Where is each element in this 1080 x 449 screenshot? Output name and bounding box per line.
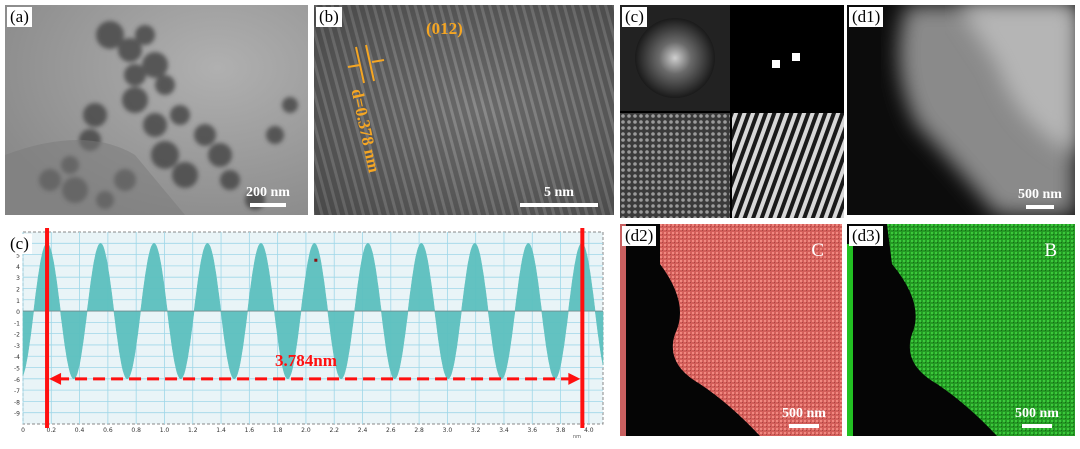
y-tick-label: -5 — [14, 366, 20, 373]
tem-particles-image — [5, 5, 308, 215]
scale-bar: 500 nm — [774, 406, 834, 428]
element-label-b: B — [1044, 240, 1057, 261]
scale-bar: 500 nm — [1010, 187, 1070, 209]
y-tick-label: -8 — [14, 399, 20, 406]
y-tick-label: -9 — [14, 411, 20, 418]
y-tick-label: 0 — [16, 309, 20, 316]
scale-bar: 200 nm — [238, 185, 298, 207]
y-tick-label: 4 — [16, 264, 20, 271]
fft-quadrants — [620, 5, 844, 218]
mask-spot — [772, 60, 780, 68]
y-tick-label: -3 — [14, 343, 20, 350]
x-tick-label: 0.4 — [75, 427, 85, 434]
x-tick-label: 3.0 — [443, 427, 453, 434]
x-tick-label: 0.6 — [103, 427, 113, 434]
x-tick-label: 2.4 — [358, 427, 368, 434]
x-tick-label: 1.2 — [188, 427, 198, 434]
x-tick-label: 1.8 — [273, 427, 283, 434]
x-tick-label: 0.2 — [47, 427, 57, 434]
panel-d3-boron-map: (d3) B 500 nm — [847, 224, 1075, 436]
line-profile-plot: 6543210-1-2-3-4-5-6-7-8-900.20.40.60.81.… — [14, 228, 604, 440]
haadf-image — [847, 5, 1075, 215]
y-tick-label: 1 — [16, 298, 20, 305]
lattice-plane-label: (012) — [426, 19, 463, 38]
x-axis-unit: nm — [573, 434, 581, 440]
x-tick-label: 3.2 — [471, 427, 481, 434]
scale-text: 200 nm — [246, 185, 290, 200]
arrow-head-right — [568, 372, 581, 385]
x-tick-label: 0 — [21, 427, 25, 434]
y-tick-label: -4 — [14, 354, 20, 361]
fft-pattern — [635, 18, 715, 98]
boron-element-map — [847, 224, 1075, 436]
x-tick-label: 2.8 — [414, 427, 424, 434]
y-tick-label: -2 — [14, 332, 20, 339]
y-tick-label: -7 — [14, 388, 20, 395]
panel-label: (d1) — [849, 7, 884, 27]
x-tick-label: 1.4 — [216, 427, 226, 434]
panel-label: (d2) — [622, 226, 657, 246]
panel-label: (d3) — [849, 226, 884, 246]
panel-label: (c) — [622, 7, 647, 27]
panel-label: (b) — [316, 7, 342, 27]
x-tick-label: 2.0 — [301, 427, 311, 434]
x-tick-label: 2.2 — [329, 427, 339, 434]
panel-c-fft-composite: (c) — [620, 5, 844, 218]
y-tick-label: -1 — [14, 320, 20, 327]
panel-label: (a) — [7, 7, 32, 27]
carbon-element-map — [620, 224, 842, 436]
y-tick-label: 5 — [16, 253, 20, 260]
arrow-head-left — [49, 372, 62, 385]
panel-b-hrtem-image: (b) d=0.378 nm (012) 5 nm — [314, 5, 614, 215]
distance-label: 3.784nm — [275, 351, 337, 370]
lattice-region — [620, 113, 730, 218]
scale-text: 500 nm — [782, 406, 826, 421]
x-tick-label: 3.8 — [556, 427, 566, 434]
panel-label: (c) — [7, 234, 32, 254]
scale-text: 500 nm — [1015, 406, 1059, 421]
panel-d2-carbon-map: (d2) C 500 nm — [620, 224, 842, 436]
x-tick-label: 3.6 — [527, 427, 537, 434]
x-tick-label: 1.0 — [160, 427, 170, 434]
element-label-c: C — [811, 240, 824, 261]
x-tick-label: 4.0 — [584, 427, 594, 434]
mask-spot — [792, 53, 800, 61]
scale-text: 5 nm — [544, 185, 574, 200]
panel-a-tem-image: (a) 200 nm — [5, 5, 308, 215]
y-tick-label: -6 — [14, 377, 20, 384]
panel-c-line-profile: 6543210-1-2-3-4-5-6-7-8-900.20.40.60.81.… — [5, 224, 610, 442]
y-tick-label: 3 — [16, 275, 20, 282]
x-tick-label: 1.6 — [245, 427, 255, 434]
x-tick-label: 3.4 — [499, 427, 509, 434]
panel-d1-haadf-image: (d1) 500 nm — [847, 5, 1075, 215]
inverse-fft-fringes — [732, 113, 844, 218]
cursor-point — [314, 258, 318, 262]
x-tick-label: 2.6 — [386, 427, 396, 434]
x-tick-label: 0.8 — [131, 427, 141, 434]
y-tick-label: 2 — [16, 286, 20, 293]
scale-bar: 5 nm — [519, 185, 599, 207]
scale-text: 500 nm — [1018, 187, 1062, 202]
scale-bar: 500 nm — [1007, 406, 1067, 428]
lattice-fringes-image — [314, 5, 614, 215]
